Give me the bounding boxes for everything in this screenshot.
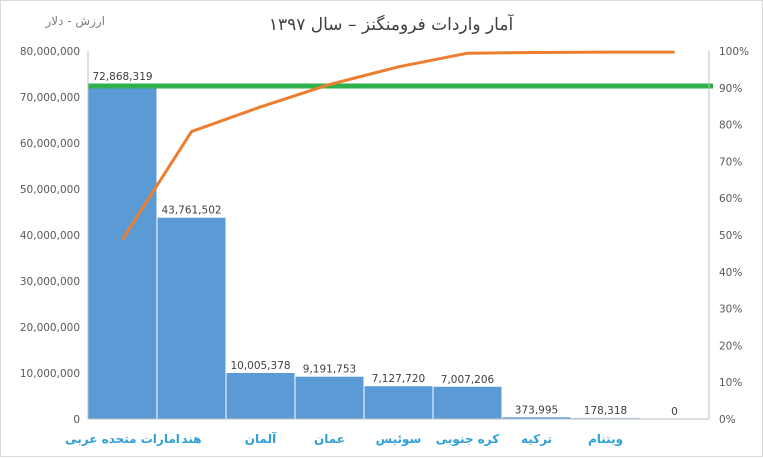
category-label-4: عمان [314, 432, 345, 446]
category-label-5: سوئیس [376, 432, 422, 447]
category-label-2: هند [181, 432, 201, 446]
y-tick-label-3: 30,000,000 [20, 276, 80, 288]
category-label-7: ترکیه [521, 432, 552, 446]
data-label-8: 178,318 [584, 405, 627, 417]
data-label-3: 10,005,378 [230, 360, 290, 372]
data-label-4: 9,191,753 [303, 364, 356, 376]
y2-tick-label-0: 0% [719, 414, 736, 426]
y-tick-label-5: 50,000,000 [20, 184, 80, 196]
y2-tick-label-7: 70% [719, 156, 742, 168]
y2-tick-label-3: 30% [719, 304, 742, 316]
y2-tick-label-6: 60% [719, 193, 742, 205]
data-label-7: 373,995 [515, 404, 558, 416]
category-label-6: کره جنوبی [436, 432, 499, 447]
y2-tick-label-10: 100% [719, 46, 749, 58]
data-label-5: 7,127,720 [372, 373, 425, 385]
y2-tick-label-1: 10% [719, 377, 742, 389]
category-label-1: امارات متحده عربی [65, 432, 180, 446]
category-label-8: ویتنام [588, 432, 623, 447]
y2-tick-label-9: 90% [719, 83, 742, 95]
y-tick-label-7: 70,000,000 [20, 92, 80, 104]
data-label-6: 7,007,206 [441, 374, 495, 386]
bar-5 [364, 386, 433, 419]
bar-6 [433, 386, 502, 419]
y-tick-label-8: 80,000,000 [20, 46, 80, 58]
y-tick-label-1: 10,000,000 [20, 368, 80, 380]
y-tick-label-4: 40,000,000 [20, 230, 80, 242]
bar-1 [88, 83, 157, 420]
cumulative-percent-line [121, 50, 675, 241]
y2-tick-label-5: 50% [719, 230, 742, 242]
data-label-2: 43,761,502 [161, 205, 221, 217]
bar-7 [502, 417, 571, 419]
y2-tick-label-4: 40% [719, 267, 742, 279]
category-label-3: آلمان [245, 431, 277, 446]
data-label-1: 72,868,319 [92, 71, 152, 83]
y2-tick-label-2: 20% [719, 340, 742, 352]
y-axis-unit-label: ارزش - دلار [44, 14, 105, 29]
y-tick-label-2: 20,000,000 [20, 322, 80, 334]
y-tick-label-0: 0 [73, 414, 80, 426]
bar-2 [157, 217, 226, 419]
y-tick-label-6: 60,000,000 [20, 138, 80, 150]
data-label-9: 0 [671, 406, 678, 418]
y2-tick-label-8: 80% [719, 120, 742, 132]
bar-4 [295, 376, 364, 419]
bar-3 [226, 372, 295, 419]
chart-title: آمار واردات فرومنگنز – سال ۱۳۹۷ [269, 13, 515, 35]
